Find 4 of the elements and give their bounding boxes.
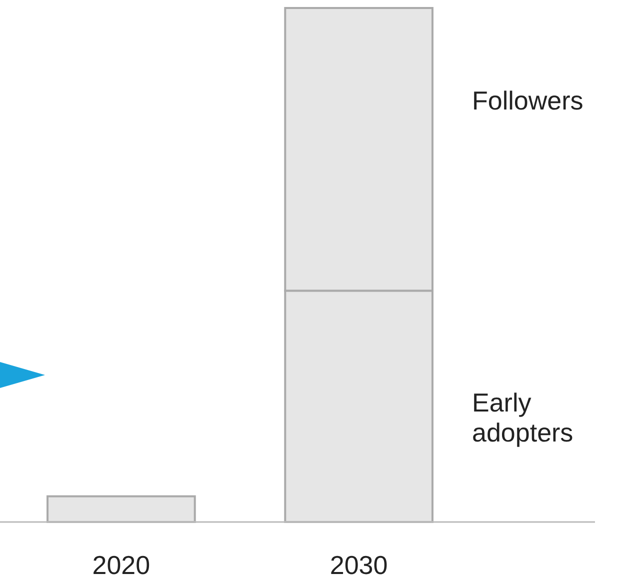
series-label: Followers (472, 85, 584, 116)
series-label: Early adopters (472, 387, 574, 448)
x-tick-label: 2020 (92, 550, 150, 580)
x-tick-label: 2030 (330, 550, 388, 580)
